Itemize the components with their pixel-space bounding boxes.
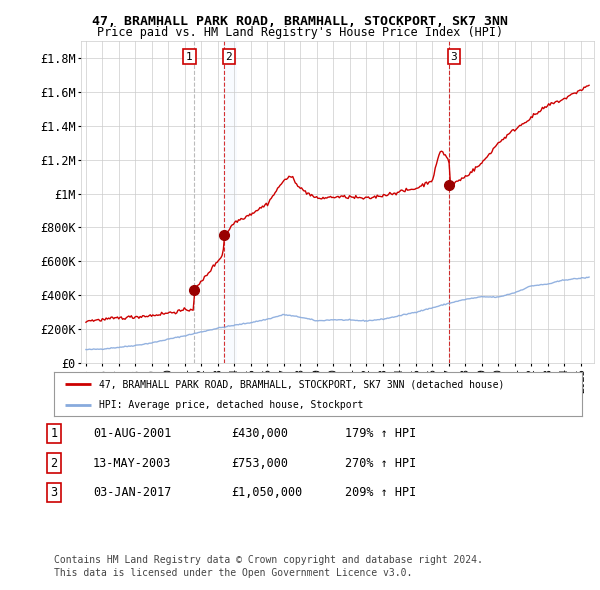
Text: 209% ↑ HPI: 209% ↑ HPI xyxy=(345,486,416,499)
Text: £1,050,000: £1,050,000 xyxy=(231,486,302,499)
Text: 3: 3 xyxy=(451,51,457,61)
Text: 2: 2 xyxy=(50,457,58,470)
Text: 270% ↑ HPI: 270% ↑ HPI xyxy=(345,457,416,470)
Text: 47, BRAMHALL PARK ROAD, BRAMHALL, STOCKPORT, SK7 3NN: 47, BRAMHALL PARK ROAD, BRAMHALL, STOCKP… xyxy=(92,15,508,28)
Text: 13-MAY-2003: 13-MAY-2003 xyxy=(93,457,172,470)
Text: 03-JAN-2017: 03-JAN-2017 xyxy=(93,486,172,499)
Text: 1: 1 xyxy=(186,51,193,61)
Text: 179% ↑ HPI: 179% ↑ HPI xyxy=(345,427,416,440)
Text: Contains HM Land Registry data © Crown copyright and database right 2024.: Contains HM Land Registry data © Crown c… xyxy=(54,555,483,565)
Text: 01-AUG-2001: 01-AUG-2001 xyxy=(93,427,172,440)
Text: 2: 2 xyxy=(226,51,232,61)
Text: 3: 3 xyxy=(50,486,58,499)
Text: £753,000: £753,000 xyxy=(231,457,288,470)
Text: Price paid vs. HM Land Registry's House Price Index (HPI): Price paid vs. HM Land Registry's House … xyxy=(97,26,503,39)
Text: This data is licensed under the Open Government Licence v3.0.: This data is licensed under the Open Gov… xyxy=(54,568,412,578)
Text: 1: 1 xyxy=(50,427,58,440)
Text: 47, BRAMHALL PARK ROAD, BRAMHALL, STOCKPORT, SK7 3NN (detached house): 47, BRAMHALL PARK ROAD, BRAMHALL, STOCKP… xyxy=(99,379,504,389)
Text: £430,000: £430,000 xyxy=(231,427,288,440)
Bar xyxy=(223,41,237,363)
Text: HPI: Average price, detached house, Stockport: HPI: Average price, detached house, Stoc… xyxy=(99,400,363,410)
